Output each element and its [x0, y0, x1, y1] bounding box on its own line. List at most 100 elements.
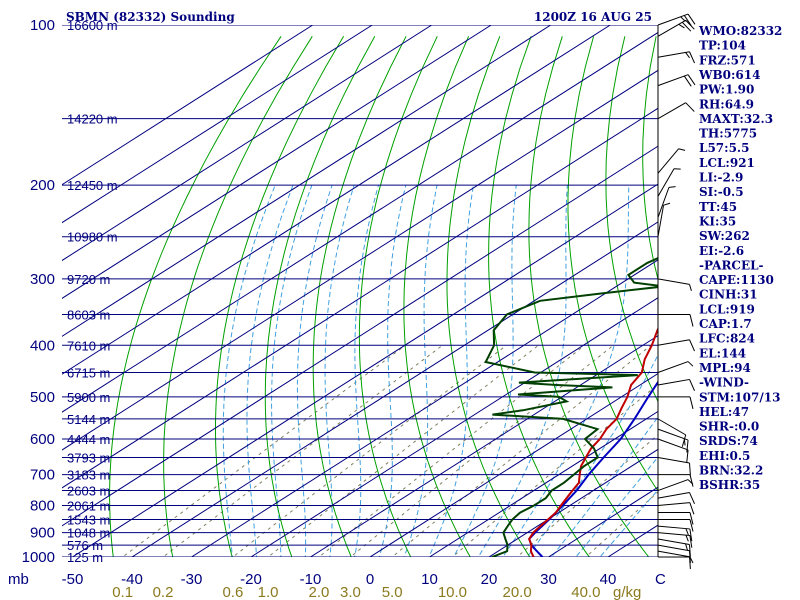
wind-barb	[657, 51, 696, 64]
moist-adiabat-line	[324, 184, 355, 557]
height-label: 5144 m	[67, 412, 110, 427]
height-labels: 16600 m 14220 m 12450 m 10980 m 9720 m 8603 m…	[67, 18, 118, 565]
height-label: 4444 m	[67, 432, 110, 447]
dry-adiabat-line	[403, 36, 471, 557]
mixing-ratio-unit-label: g/kg	[613, 584, 641, 600]
mixing-ratio-line	[451, 383, 658, 557]
wind-barb	[657, 538, 691, 557]
height-label: 1543 m	[67, 512, 110, 527]
mixing-ratio-label: 2.0	[309, 584, 330, 600]
pressure-label: 300	[30, 271, 55, 288]
temperature-tick-label: 0	[366, 571, 374, 588]
index-entry: RH:64.9	[699, 97, 754, 111]
dry-adiabat-line	[528, 36, 650, 557]
height-label: 576 m	[67, 538, 103, 553]
mixing-ratio-label: 0.2	[153, 584, 174, 600]
index-entry: -WIND-	[699, 376, 749, 390]
pressure-label: 200	[30, 177, 55, 194]
dry-adiabat-line	[264, 36, 376, 557]
temperature-tick-label: -10	[300, 571, 322, 588]
dry-adiabat-line	[488, 36, 590, 557]
index-entry: EHI:0.5	[699, 449, 750, 463]
index-entry: SW:262	[699, 229, 750, 243]
moist-adiabat-line	[477, 185, 568, 557]
temperature-unit-label: C	[655, 571, 666, 588]
index-entry: SRDS:74	[699, 434, 758, 448]
index-entry: HEL:47	[699, 405, 749, 419]
index-entry: STM:107/13	[699, 390, 780, 404]
height-label: 3793 m	[67, 450, 110, 465]
index-entry: BSHR:35	[699, 478, 760, 492]
moist-adiabat-line	[575, 456, 658, 557]
dry-adiabat-line	[446, 36, 531, 557]
isotherm-line	[72, 183, 658, 557]
wind-barb	[657, 278, 692, 291]
height-label: 3183 m	[67, 468, 110, 483]
index-entry: EI:-2.6	[699, 244, 744, 258]
wind-barb	[657, 148, 686, 174]
index-entry: LCL:921	[699, 156, 755, 170]
isobars	[62, 25, 658, 557]
index-entry: CAP:1.7	[699, 317, 752, 331]
index-entry: CAPE:1130	[699, 273, 774, 287]
moist-adiabat-line	[453, 185, 517, 557]
mixing-ratio-label: 3.0	[340, 584, 361, 600]
wind-barb	[657, 378, 696, 391]
moist-adiabat-line	[296, 184, 333, 557]
mixing-ratio-label: 5.0	[382, 584, 403, 600]
isotherm-line	[62, 31, 658, 413]
index-entry: SHR-:0.0	[699, 420, 759, 434]
moist-adiabat-line	[403, 184, 438, 557]
isotherm-line	[429, 410, 658, 557]
dewpoint-trace	[484, 257, 658, 557]
height-label: 5900 m	[67, 390, 110, 405]
index-entry: EL:144	[699, 346, 746, 360]
background-grid	[62, 25, 658, 557]
wind-barbs	[657, 13, 696, 570]
isotherm-line	[131, 221, 658, 557]
mixing-ratio-line	[349, 344, 614, 557]
wind-barb	[658, 512, 694, 525]
height-label: 2603 m	[67, 484, 110, 499]
isotherm-line	[62, 69, 658, 451]
isotherm-line	[62, 25, 314, 186]
wind-barb	[657, 438, 689, 463]
pressure-label: 500	[30, 389, 55, 406]
moist-adiabat-line	[378, 184, 407, 557]
height-label: 7610 m	[67, 338, 110, 353]
isotherms	[62, 25, 658, 557]
mixing-ratio-line	[318, 344, 586, 557]
index-entry: WB0:614	[698, 68, 760, 82]
dry-adiabat-line	[567, 36, 658, 492]
dry-adiabat-line	[163, 36, 313, 557]
temperature-tick-label: 30	[540, 571, 557, 588]
index-entry: BRN:32.2	[699, 464, 763, 478]
mixing-ratio-label: 1.0	[258, 584, 279, 600]
wind-barb	[657, 202, 671, 237]
isotherm-line	[62, 25, 492, 299]
pressure-label: 800	[30, 497, 55, 514]
mixing-ratio-label: 40.0	[571, 584, 600, 600]
temperature-trace	[528, 326, 658, 557]
mixing-ratio-label: 20.0	[502, 584, 531, 600]
wind-barb	[658, 313, 694, 327]
index-entry: TT:45	[699, 200, 737, 214]
wind-barb	[657, 525, 693, 542]
mixing-ratio-labels: g/kg 0.1 0.2 0.6 1.0 2.0 3.0 5.0 10.0 20.0 40.0	[112, 584, 641, 600]
wind-barb	[657, 456, 691, 476]
height-label: 12450 m	[67, 178, 118, 193]
index-entry: WMO:82332	[698, 24, 782, 38]
height-label: 6715 m	[67, 366, 110, 381]
index-entry: TH:5775	[699, 127, 757, 141]
wind-barb	[657, 74, 696, 87]
height-label: 1048 m	[67, 526, 110, 541]
mixing-ratio-label: 10.0	[438, 584, 467, 600]
isotherm-line	[250, 297, 658, 557]
index-entry: LI:-2.9	[699, 171, 743, 185]
mixing-ratio-line	[585, 491, 658, 557]
height-label: 125 m	[67, 550, 103, 565]
wind-barb	[657, 418, 687, 447]
wind-barb	[658, 518, 694, 532]
